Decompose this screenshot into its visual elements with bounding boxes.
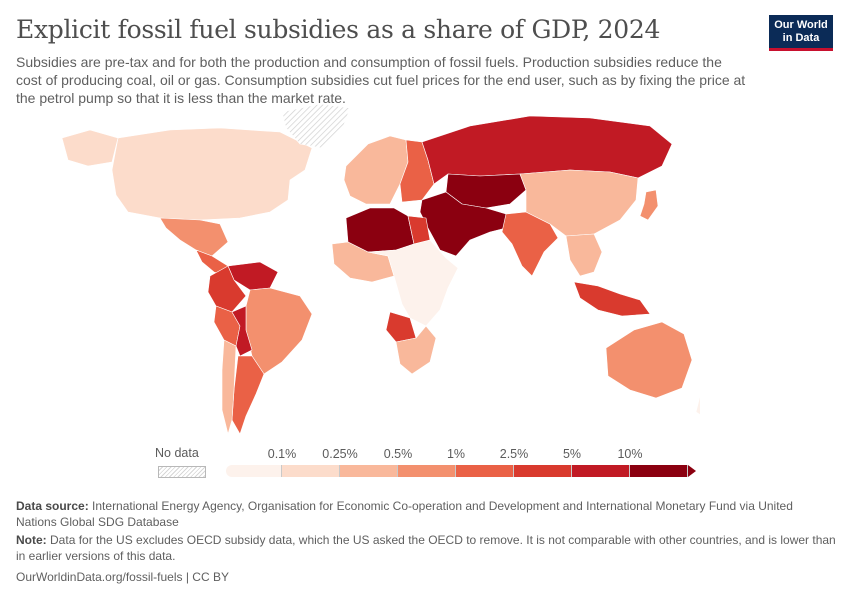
region-southeast-asia[interactable]: Southeast Asia xyxy=(565,233,603,277)
credit-link[interactable]: OurWorldinData.org/fossil-fuels | CC BY xyxy=(16,570,229,584)
region-greenland[interactable]: Greenland xyxy=(281,103,351,149)
legend-bin-1[interactable] xyxy=(282,465,340,477)
logo-line-1: Our World xyxy=(774,19,828,31)
legend-tick-label: 0.25% xyxy=(322,447,358,461)
legend-bin-3[interactable] xyxy=(398,465,456,477)
no-data-label: No data xyxy=(155,446,199,460)
region-bolivia[interactable]: Bolivia xyxy=(231,305,253,357)
world-map[interactable]: North America (US, Canada) Greenland Ala… xyxy=(50,100,700,440)
region-alaska[interactable]: Alaska xyxy=(61,129,119,167)
legend-tick-label: 5% xyxy=(562,447,582,461)
region-colombia-ecuador[interactable]: Colombia & Ecuador xyxy=(207,265,247,313)
data-source-text[interactable]: International Energy Agency, Organisatio… xyxy=(16,499,793,529)
legend-bin-2[interactable] xyxy=(340,465,398,477)
region-new-zealand[interactable]: New Zealand xyxy=(695,392,700,416)
data-source: Data source: International Energy Agency… xyxy=(16,498,836,530)
owid-logo[interactable]: Our World in Data xyxy=(769,15,833,51)
region-australia[interactable]: Australia xyxy=(605,321,693,399)
legend-tick-label: 1% xyxy=(446,447,466,461)
region-southern-africa[interactable]: Southern Africa xyxy=(395,325,437,375)
region-central-east-africa[interactable]: Central & East Africa xyxy=(367,239,459,327)
region-brazil[interactable]: Brazil xyxy=(245,287,313,375)
region-mexico[interactable]: Mexico xyxy=(159,217,229,257)
legend-tick-label: 0.1% xyxy=(267,447,297,461)
legend-arrow-icon xyxy=(688,465,696,477)
no-data-swatch[interactable] xyxy=(158,466,206,478)
region-argentina[interactable]: Argentina xyxy=(231,355,265,435)
legend-bin-4[interactable] xyxy=(456,465,514,477)
legend-tick-label: 2.5% xyxy=(499,447,529,461)
region-japan[interactable]: Japan xyxy=(639,189,659,221)
data-source-label: Data source: xyxy=(16,499,89,513)
note-text: Data for the US excludes OECD subsidy da… xyxy=(16,533,836,563)
legend-bin-7[interactable] xyxy=(630,465,688,477)
logo-line-2: in Data xyxy=(782,32,820,44)
region-western-europe[interactable]: Western Europe xyxy=(343,135,409,205)
legend-bin-5[interactable] xyxy=(514,465,572,477)
region-north-africa[interactable]: North Africa (Algeria, Libya) xyxy=(345,207,415,253)
legend-bin-0[interactable] xyxy=(226,465,282,477)
note-label: Note: xyxy=(16,533,47,547)
legend-tick-label: 0.5% xyxy=(383,447,413,461)
region-north-america[interactable]: North America (US, Canada) xyxy=(111,127,313,221)
color-legend: No data 0.1% 0.25% 0.5% 1% 2.5% 5% 10% xyxy=(150,446,710,486)
legend-tick-label: 10% xyxy=(617,447,643,461)
chart-note: Note: Data for the US excludes OECD subs… xyxy=(16,532,836,564)
region-china[interactable]: China xyxy=(519,169,639,237)
chart-title: Explicit fossil fuel subsidies as a shar… xyxy=(16,15,661,44)
region-indonesia-malaysia[interactable]: Indonesia & Malaysia xyxy=(573,281,651,317)
chart-subtitle: Subsidies are pre-tax and for both the p… xyxy=(16,54,746,106)
region-chile[interactable]: Chile xyxy=(221,339,237,435)
legend-color-bins xyxy=(226,465,696,477)
legend-bin-6[interactable] xyxy=(572,465,630,477)
